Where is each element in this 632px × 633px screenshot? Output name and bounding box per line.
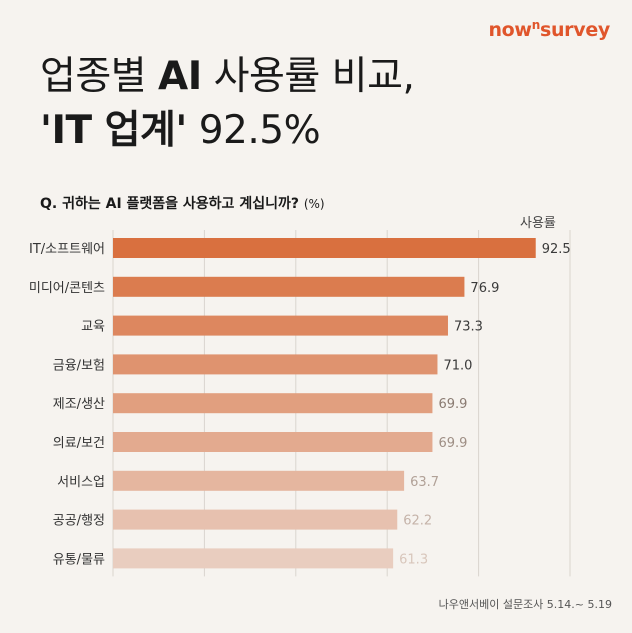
category-label: IT/소프트웨어 [29, 242, 105, 257]
value-label: 73.3 [454, 320, 483, 335]
category-label: 미디어/콘텐츠 [29, 281, 105, 296]
bar [113, 276, 465, 297]
title-line1-bold: AI [158, 54, 202, 99]
category-label: 교육 [81, 320, 105, 335]
bar [113, 393, 433, 414]
question-text: Q. 귀하는 AI 플랫폼을 사용하고 계십니까? [40, 196, 299, 212]
page-title: 업종별 AI 사용률 비교, 'IT 업계' 92.5% [40, 50, 415, 158]
value-label: 69.9 [438, 436, 467, 451]
value-label: 76.9 [470, 281, 499, 296]
bar [113, 432, 433, 452]
title-line2-post: 92.5% [186, 108, 321, 153]
category-label: 유통/물류 [53, 552, 105, 567]
category-label: 금융/보험 [53, 358, 105, 373]
bar [113, 315, 448, 336]
category-label: 제조/생산 [53, 397, 105, 412]
source-note: 나우앤서베이 설문조사 5.14.~ 5.19 [438, 598, 612, 611]
bar [113, 354, 438, 375]
value-label: 71.0 [443, 358, 472, 373]
survey-question: Q. 귀하는 AI 플랫폼을 사용하고 계십니까? (%) [40, 193, 325, 213]
value-label: 69.9 [438, 397, 467, 412]
bar [113, 548, 394, 569]
value-label: 92.5 [542, 242, 571, 257]
bar [113, 470, 405, 491]
value-column-header: 사용률 [520, 216, 556, 231]
category-label: 의료/보건 [53, 436, 105, 451]
title-line1-post: 사용률 비교, [201, 54, 415, 99]
nownsurvey-logo: nownsurvey [488, 18, 610, 41]
value-label: 62.2 [403, 514, 432, 529]
bar [113, 238, 536, 258]
category-label: 공공/행정 [53, 513, 105, 529]
question-unit: (%) [303, 197, 325, 211]
value-label: 63.7 [410, 475, 439, 490]
bar [113, 509, 398, 530]
title-line2-bold: 'IT 업계' [40, 108, 187, 153]
value-label: 61.3 [399, 552, 428, 567]
category-label: 서비스업 [57, 475, 105, 490]
title-line1-pre: 업종별 [40, 54, 159, 99]
